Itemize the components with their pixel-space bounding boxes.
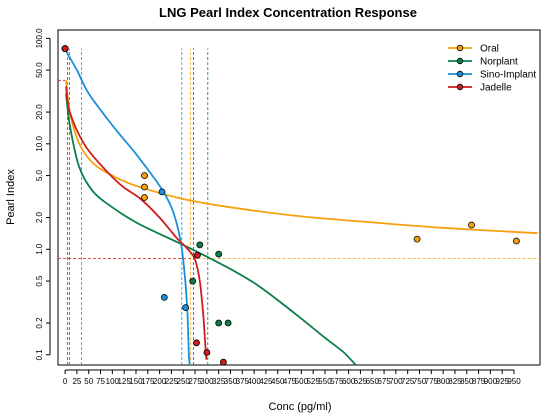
reference-lines [58,48,540,365]
x-tick-label: 75 [96,377,105,386]
plot-area [57,29,541,366]
legend-label: Sino-Implant [480,70,536,81]
x-axis: 0 25 50 75 100125150175200225250275300325350… [63,369,521,386]
y-axis: 0.1 0.2 0.5 1.0 2.0 5.0 10.0 20.0 50.0 100.0 [35,28,51,361]
curve-jadelle [65,86,208,360]
point-jadelle [61,45,69,52]
point-norplant [196,241,204,249]
legend-label: Oral [480,44,499,55]
y-tick-label: 0.5 [35,275,44,287]
x-tick-label: 550 [318,377,332,386]
point-oral [413,235,421,243]
x-tick-label: 250 [177,377,191,386]
y-tick-label: 0.1 [35,349,44,361]
y-tick-label: 50.0 [35,62,44,78]
x-tick-label: 125 [117,377,131,386]
series-points [61,45,520,366]
legend: Oral Norplant Sino-Implant Jadelle [448,44,536,94]
x-tick-label: 575 [330,377,344,386]
curve-sino-implant [64,49,191,365]
plot-frame [57,29,541,366]
chart-title: LNG Pearl Index Concentration Response [159,5,417,20]
y-tick-label: 5.0 [35,169,44,181]
legend-marker [456,70,464,78]
point-jadelle [193,251,201,259]
x-tick-label: 200 [153,377,167,386]
x-tick-label: 25 [72,377,81,386]
y-axis-title: Pearl Index [5,169,17,225]
x-axis-title: Conc (pg/ml) [269,401,332,413]
legend-label: Norplant [480,57,518,68]
x-tick-label: 600 [342,377,356,386]
point-oral [141,194,148,201]
point-sino-implant [160,293,168,301]
legend-marker [456,44,464,52]
point-oral [141,172,148,180]
y-tick-label: 10.0 [35,135,44,151]
legend-marker [456,83,464,91]
x-tick-label: 50 [84,377,93,386]
x-tick-label: 950 [507,377,521,386]
x-tick-label: 775 [425,377,439,386]
x-tick-label: 325 [212,377,226,386]
y-tick-label: 1.0 [35,243,44,255]
y-tick-label: 2.0 [35,211,44,223]
x-tick-label: 400 [247,377,261,386]
series-curves [64,49,538,365]
x-tick-label: 350 [224,377,238,386]
point-sino-implant [158,188,166,196]
point-norplant [224,319,232,327]
point-norplant [215,319,223,327]
x-tick-label: 525 [306,377,320,386]
x-tick-label: 275 [188,377,202,386]
x-tick-label: 925 [496,377,510,386]
x-tick-label: 675 [377,377,391,386]
x-tick-label: 725 [401,377,415,386]
y-tick-label: 0.2 [35,317,44,329]
point-norplant [189,277,197,285]
point-norplant [215,250,223,258]
y-tick-label: 100.0 [35,28,44,49]
y-tick-label: 20.0 [35,104,44,120]
x-tick-label: 800 [436,377,450,386]
legend-marker [456,57,464,65]
x-tick-label: 425 [259,377,273,386]
x-tick-label: 900 [484,377,498,386]
point-jadelle [203,349,211,356]
curve-oral [65,80,538,235]
curve-norplant [65,93,357,365]
x-tick-label: 300 [200,377,214,386]
x-tick-label: 375 [236,377,250,386]
legend-label: Jadelle [480,83,512,94]
x-tick-label: 150 [129,377,143,386]
x-tick-label: 850 [460,377,474,386]
x-tick-label: 875 [472,377,486,386]
point-jadelle [193,339,200,347]
point-oral [513,237,520,245]
x-tick-label: 100 [106,377,120,386]
x-tick-label: 0 [63,377,68,386]
x-tick-label: 225 [165,377,179,386]
x-tick-label: 475 [283,377,297,386]
x-tick-label: 625 [354,377,368,386]
point-jadelle [219,358,227,366]
x-tick-label: 825 [448,377,462,386]
x-tick-label: 500 [295,377,309,386]
point-oral [468,221,475,229]
x-tick-label: 700 [389,377,403,386]
x-tick-label: 750 [413,377,427,386]
x-tick-label: 175 [141,377,155,386]
point-sino-implant [182,304,190,312]
x-tick-label: 650 [366,377,380,386]
x-tick-label: 450 [271,377,285,386]
point-oral [141,183,148,191]
